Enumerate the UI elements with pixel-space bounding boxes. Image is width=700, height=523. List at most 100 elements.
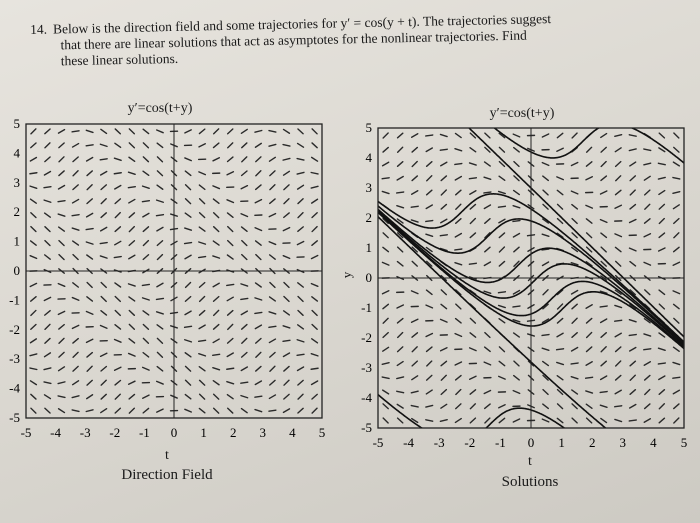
slope-mark bbox=[100, 128, 108, 135]
slope-mark bbox=[198, 309, 206, 316]
slope-mark bbox=[255, 365, 262, 372]
slope-mark bbox=[86, 351, 94, 358]
slope-mark bbox=[29, 240, 37, 246]
slope-mark bbox=[86, 254, 94, 260]
x-tick-label: 2 bbox=[589, 435, 596, 450]
slope-mark bbox=[411, 246, 418, 253]
slope-mark bbox=[483, 403, 491, 410]
slope-mark bbox=[255, 337, 262, 344]
slope-mark bbox=[128, 393, 136, 400]
slope-mark bbox=[542, 189, 549, 196]
slope-mark bbox=[541, 360, 550, 367]
slope-mark bbox=[283, 198, 290, 205]
slope-mark bbox=[71, 130, 80, 133]
slope-mark bbox=[673, 417, 680, 424]
slope-mark bbox=[556, 375, 564, 381]
slope-mark bbox=[254, 395, 263, 398]
slope-mark bbox=[556, 176, 565, 181]
left-axes bbox=[25, 123, 323, 419]
slope-mark bbox=[114, 184, 122, 190]
slope-mark bbox=[226, 337, 234, 344]
slope-mark bbox=[498, 260, 506, 267]
slope-mark bbox=[212, 379, 220, 386]
slope-mark bbox=[439, 148, 448, 151]
slope-mark bbox=[425, 374, 433, 381]
slope-mark bbox=[614, 246, 622, 253]
slope-mark bbox=[240, 128, 248, 134]
x-tick-label: 0 bbox=[528, 435, 535, 450]
slope-mark bbox=[498, 318, 506, 324]
slope-mark bbox=[57, 282, 66, 288]
slope-mark bbox=[155, 199, 164, 203]
x-tick-label: 4 bbox=[289, 425, 296, 440]
slope-mark bbox=[600, 260, 607, 267]
slope-mark bbox=[672, 190, 681, 195]
slope-mark bbox=[72, 282, 80, 288]
slope-mark bbox=[382, 146, 389, 153]
slope-mark bbox=[283, 295, 290, 303]
slope-mark bbox=[86, 296, 94, 302]
slope-mark bbox=[614, 374, 622, 381]
slope-mark bbox=[643, 374, 651, 381]
slope-mark bbox=[29, 254, 38, 260]
slope-mark bbox=[43, 394, 52, 400]
slope-mark bbox=[226, 128, 234, 135]
slope-mark bbox=[556, 203, 564, 210]
slope-mark bbox=[254, 129, 263, 133]
slope-mark bbox=[469, 190, 477, 195]
right-plot-title: y′=cos(t+y) bbox=[490, 106, 555, 121]
slope-mark bbox=[643, 318, 651, 324]
slope-mark bbox=[440, 289, 448, 296]
y-tick-label: 0 bbox=[14, 263, 21, 278]
slope-mark bbox=[127, 352, 136, 357]
slope-mark bbox=[100, 408, 108, 414]
slope-mark bbox=[541, 418, 550, 423]
slope-mark bbox=[212, 393, 220, 400]
y-tick-label: 2 bbox=[366, 210, 373, 225]
slope-mark bbox=[268, 156, 277, 162]
slope-mark bbox=[212, 128, 220, 135]
slope-mark bbox=[99, 170, 108, 176]
slope-mark bbox=[599, 390, 608, 394]
slope-mark bbox=[411, 360, 419, 367]
slope-mark bbox=[57, 395, 66, 399]
slope-mark bbox=[382, 346, 390, 352]
slope-mark bbox=[184, 198, 192, 205]
slope-mark bbox=[240, 226, 248, 232]
slope-mark bbox=[44, 254, 51, 260]
slope-mark bbox=[156, 156, 164, 163]
slope-mark bbox=[644, 289, 651, 296]
x-tick-label: -3 bbox=[434, 435, 445, 450]
slope-mark bbox=[615, 175, 622, 182]
slope-mark bbox=[100, 379, 107, 386]
slope-mark bbox=[198, 295, 206, 303]
slope-mark bbox=[381, 389, 390, 395]
slope-mark bbox=[184, 352, 192, 358]
slope-mark bbox=[396, 175, 404, 181]
slope-mark bbox=[241, 142, 248, 149]
slope-mark bbox=[282, 226, 291, 232]
slope-mark bbox=[600, 132, 608, 139]
slope-mark bbox=[426, 360, 433, 367]
slope-mark bbox=[571, 217, 578, 225]
y-tick-label: 5 bbox=[14, 116, 21, 131]
y-tick-label: 1 bbox=[366, 240, 373, 255]
slope-mark bbox=[254, 297, 263, 301]
left-plot-title: y′=cos(t+y) bbox=[128, 101, 193, 116]
slope-mark bbox=[439, 133, 448, 138]
slope-mark bbox=[184, 339, 193, 343]
slope-mark bbox=[425, 346, 433, 353]
slope-mark bbox=[381, 290, 390, 295]
slope-mark bbox=[396, 403, 404, 409]
slope-mark bbox=[542, 203, 549, 210]
slope-mark bbox=[128, 156, 136, 163]
slope-mark bbox=[226, 367, 235, 370]
slope-mark bbox=[58, 170, 65, 177]
slope-mark bbox=[672, 346, 680, 352]
slope-mark bbox=[629, 374, 636, 381]
slope-mark bbox=[571, 389, 579, 395]
slope-mark bbox=[128, 254, 136, 260]
slope-mark bbox=[382, 232, 389, 239]
slope-mark bbox=[198, 366, 206, 372]
slope-mark bbox=[585, 176, 593, 181]
